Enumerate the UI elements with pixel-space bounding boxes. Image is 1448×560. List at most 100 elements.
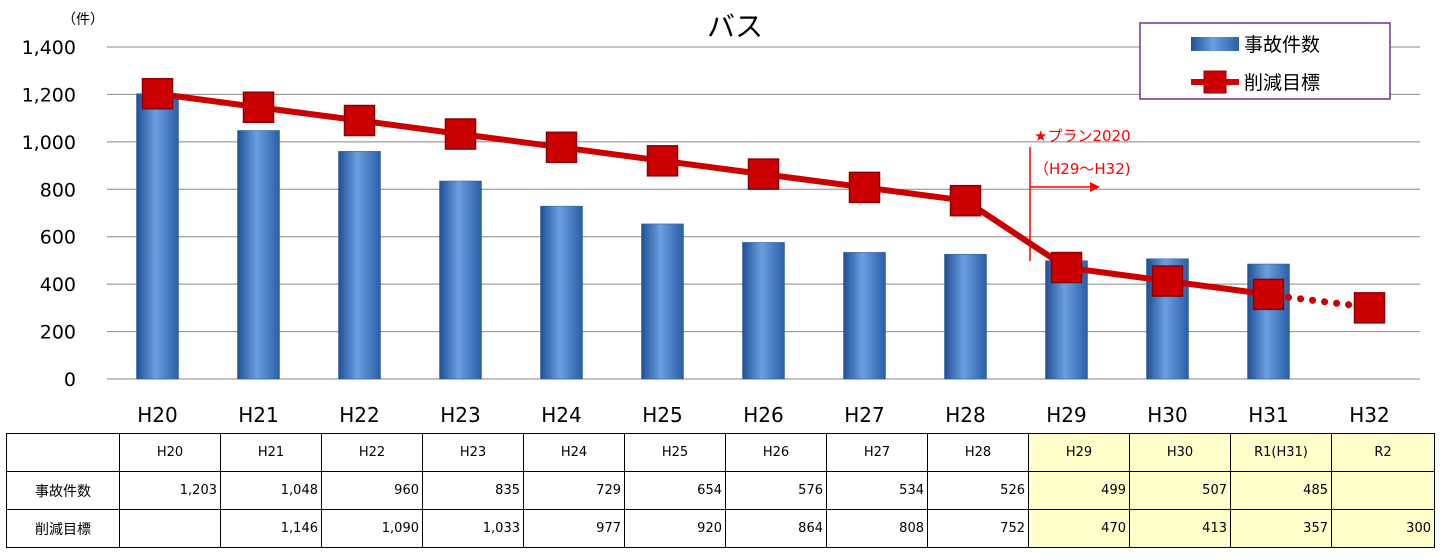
x-tick-label: H25 [642, 403, 683, 427]
table-header-cell: H23 [422, 433, 524, 472]
table-cell: 1,203 [119, 471, 221, 510]
target-marker-H28 [949, 184, 982, 217]
y-tick-label: 1,400 [22, 37, 76, 59]
legend: 事故件数 削減目標 [1139, 22, 1391, 100]
annotation-line1: ★プラン2020 [1034, 127, 1131, 145]
bar-H21 [237, 130, 280, 380]
x-tick-label: H28 [945, 403, 986, 427]
legend-box [1139, 22, 1391, 100]
table-header-cell: R1(H31) [1230, 433, 1332, 472]
table-cell [1331, 471, 1435, 510]
y-tick-label: 0 [64, 369, 76, 391]
table-cell: 507 [1129, 471, 1231, 510]
table-cell: 534 [826, 471, 928, 510]
target-line-dotted [1285, 293, 1353, 309]
bar-H24 [540, 205, 583, 380]
table-cell: 1,048 [220, 471, 322, 510]
bar-H27 [843, 252, 886, 380]
table-cell: 470 [1028, 509, 1130, 548]
y-tick-label: 1,000 [22, 132, 76, 154]
bar-H25 [641, 223, 684, 380]
table-row: 削減目標 1,146 1,090 1,033 977 920 864 808 752 470 413… [6, 509, 1435, 548]
x-tick-label: H23 [440, 403, 481, 427]
x-axis-ticks: H20 H21 H22 H23 H24 H25 H26 H27 H28 H29 H30 H31 H32 [137, 403, 1390, 427]
table-cell: 1,146 [220, 509, 322, 548]
table-row-label: 事故件数 [6, 471, 120, 510]
table-header-cell: H22 [321, 433, 423, 472]
y-tick-label: 800 [40, 179, 76, 201]
accident-chart: 0 200 400 600 800 1,000 1,200 1,400 （件） バス ★プラン… [22, 10, 1420, 427]
table-cell: 576 [725, 471, 827, 510]
y-axis-ticks: 0 200 400 600 800 1,000 1,200 1,400 [22, 37, 76, 391]
table-cell: 1,033 [422, 509, 524, 548]
target-marker-H30 [1151, 265, 1184, 297]
target-marker-H20 [141, 77, 174, 110]
table-row-label: 削減目標 [6, 509, 120, 548]
table-header-cell: H21 [220, 433, 322, 472]
table-header-row: H20 H21 H22 H23 H24 H25 H26 H27 H28 H29 H30 R1(H31)… [6, 433, 1435, 472]
target-marker-H29 [1050, 251, 1083, 284]
y-tick-label: 400 [40, 274, 76, 296]
y-tick-label: 200 [40, 322, 76, 344]
table-header-cell: R2 [1331, 433, 1435, 472]
x-tick-label: H24 [541, 403, 582, 427]
target-marker-H25 [646, 145, 679, 177]
table-header-cell: H27 [826, 433, 928, 472]
bar-H28 [944, 254, 987, 380]
table-cell: 357 [1230, 509, 1332, 548]
table-row: 事故件数 1,203 1,048 960 835 729 654 576 534 526 499 50… [6, 471, 1435, 510]
bar-H20 [136, 93, 179, 380]
legend-line-label: 削減目標 [1244, 72, 1320, 94]
x-tick-label: H31 [1248, 403, 1289, 427]
target-marker-H23 [444, 118, 477, 150]
plan-annotation: ★プラン2020 （H29〜H32) [1029, 127, 1131, 261]
legend-bar-label: 事故件数 [1244, 34, 1320, 56]
target-line-path [157, 90, 1269, 298]
table-cell: 300 [1331, 509, 1435, 548]
table-cell: 485 [1230, 471, 1332, 510]
table-cell: 808 [826, 509, 928, 548]
bar-H23 [439, 180, 482, 380]
table-header-cell: H29 [1028, 433, 1130, 472]
x-tick-label: H20 [137, 403, 178, 427]
table-cell: 654 [624, 471, 726, 510]
table-cell: 864 [725, 509, 827, 548]
y-tick-label: 600 [40, 227, 76, 249]
y-axis-unit: （件） [62, 12, 104, 28]
table-cell [119, 509, 221, 548]
table-header-cell: H25 [624, 433, 726, 472]
data-table: H20 H21 H22 H23 H24 H25 H26 H27 H28 H29 H30 R1(H31)… [6, 433, 1435, 548]
bar-H22 [338, 151, 381, 380]
target-marker-H24 [545, 131, 578, 164]
table-header-cell [6, 433, 120, 472]
table-header-cell: H30 [1129, 433, 1231, 472]
table-cell: 499 [1028, 471, 1130, 510]
table-cell: 413 [1129, 509, 1231, 548]
table-header-cell: H24 [523, 433, 625, 472]
legend-bar-swatch [1191, 37, 1239, 51]
table-header-cell: H28 [927, 433, 1029, 472]
table-cell: 729 [523, 471, 625, 510]
x-tick-label: H30 [1147, 403, 1188, 427]
target-marker-H21 [242, 91, 275, 123]
table-header-cell: H26 [725, 433, 827, 472]
x-tick-label: H21 [238, 403, 279, 427]
target-line [141, 77, 1386, 324]
table-cell: 920 [624, 509, 726, 548]
table-cell: 752 [927, 509, 1029, 548]
target-marker-H27 [848, 171, 881, 204]
bars-accidents [136, 93, 1290, 380]
y-tick-label: 1,200 [22, 84, 76, 106]
x-tick-label: H27 [844, 403, 885, 427]
bar-H26 [742, 242, 785, 380]
annotation-arrow-head [1090, 182, 1100, 192]
table-cell: 1,090 [321, 509, 423, 548]
x-tick-label: H29 [1046, 403, 1087, 427]
x-tick-label: H26 [743, 403, 784, 427]
target-marker-H22 [343, 104, 376, 137]
table-cell: 977 [523, 509, 625, 548]
table-cell: 835 [422, 471, 524, 510]
table-cell: 960 [321, 471, 423, 510]
x-tick-label: H32 [1349, 403, 1390, 427]
target-marker-H32 [1353, 292, 1386, 324]
